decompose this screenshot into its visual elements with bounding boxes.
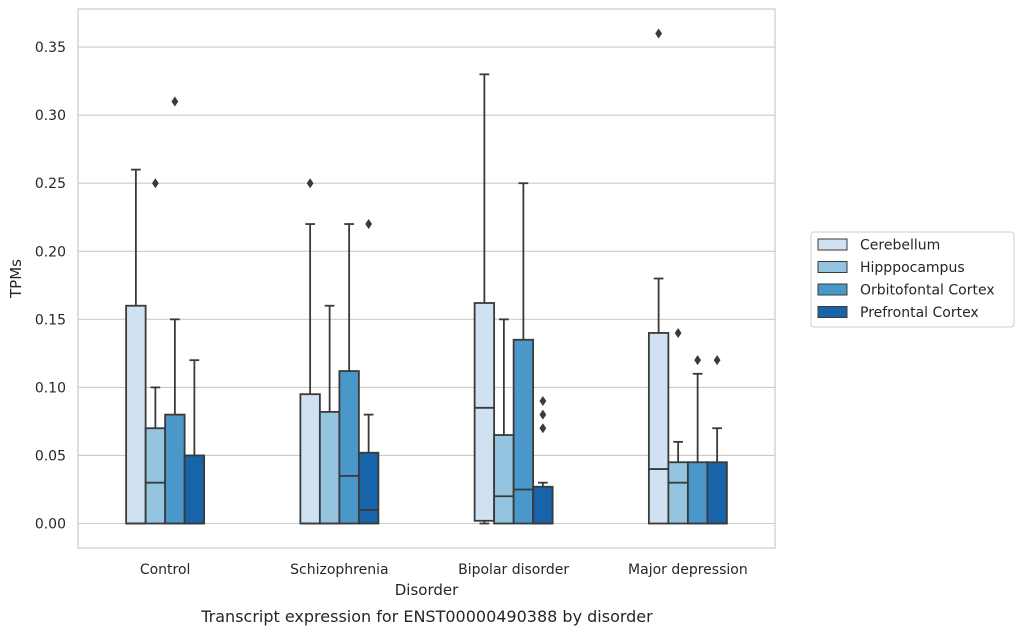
legend-swatch (817, 306, 848, 318)
x-axis-label: Disorder (395, 581, 459, 599)
x-tick-label: Major depression (628, 562, 748, 578)
box-body (318, 410, 341, 525)
outlier-point (674, 327, 682, 338)
outlier-point (171, 96, 179, 107)
box-cerebellum (299, 178, 321, 525)
box-prefrontal-cortex (183, 359, 206, 525)
box-cerebellum (473, 73, 496, 525)
outlier-point (655, 28, 663, 39)
y-tick-label: 0.20 (35, 244, 66, 260)
legend-label: Prefrontal Cortex (860, 305, 979, 321)
x-tick-label: Control (140, 562, 191, 578)
y-tick-label: 0.35 (35, 40, 66, 56)
box-orbitofontal-cortex (686, 355, 709, 525)
legend-label: Orbitofontal Cortex (860, 283, 995, 299)
outlier-point (151, 178, 159, 189)
chart-caption: Transcript expression for ENST0000049038… (200, 607, 653, 626)
box-body (512, 338, 535, 525)
plot-frame (77, 8, 776, 549)
box-body (338, 370, 360, 525)
box-body (125, 304, 147, 525)
box-prefrontal-cortex (357, 219, 380, 525)
y-tick-label: 0.05 (35, 448, 66, 464)
box-orbitofontal-cortex (512, 182, 535, 525)
box-cerebellum (647, 28, 670, 525)
box-body (493, 434, 515, 525)
box-prefrontal-cortex (706, 355, 728, 525)
box-hipppocampus (667, 327, 689, 525)
box-cerebellum (125, 168, 147, 525)
box-orbitofontal-cortex (164, 96, 186, 525)
box-body (183, 454, 206, 525)
legend: Cerebellum Hipppocampus Orbitofontal Corte… (810, 231, 1015, 328)
y-tick-label: 0.15 (35, 312, 66, 328)
x-tick-label: Schizophrenia (290, 562, 388, 578)
outlier-point (306, 178, 314, 189)
box-body (357, 451, 380, 525)
outlier-point (365, 219, 373, 230)
box-hipppocampus (318, 304, 341, 525)
box-hipppocampus (144, 178, 167, 525)
outlier-point (539, 423, 547, 434)
outlier-point (539, 396, 547, 406)
outlier-point (713, 355, 721, 366)
legend-swatch (817, 261, 848, 273)
box-orbitofontal-cortex (338, 223, 360, 525)
y-tick-label: 0.30 (35, 108, 66, 124)
legend-swatch (817, 238, 848, 251)
outlier-point (539, 409, 547, 420)
x-tick-label: Bipolar disorder (458, 562, 569, 578)
box-body (532, 485, 554, 525)
y-tick-label: 0.25 (35, 176, 66, 192)
box-body (706, 461, 728, 525)
boxes-layer (125, 28, 728, 525)
box-body (647, 332, 670, 525)
legend-swatch (817, 283, 848, 296)
outlier-point (694, 355, 702, 366)
box-body (473, 302, 496, 522)
x-tick-labels: Control Schizophrenia Bipolar disorder Majo… (140, 562, 748, 578)
box-body (144, 427, 167, 525)
y-axis-label: TPMs (7, 259, 25, 299)
y-tick-label: 0.00 (35, 517, 66, 533)
y-tick-labels: 0.00 0.05 0.10 0.15 0.20 0.25 0.30 0.35 (35, 40, 66, 532)
box-body (667, 461, 689, 525)
box-body (686, 461, 709, 525)
box-body (164, 413, 186, 525)
y-tick-label: 0.10 (35, 380, 66, 396)
legend-label: Cerebellum (860, 238, 940, 254)
box-body (299, 393, 321, 525)
box-prefrontal-cortex (532, 396, 554, 525)
legend-frame (810, 231, 1015, 328)
legend-label: Hipppocampus (860, 260, 965, 276)
